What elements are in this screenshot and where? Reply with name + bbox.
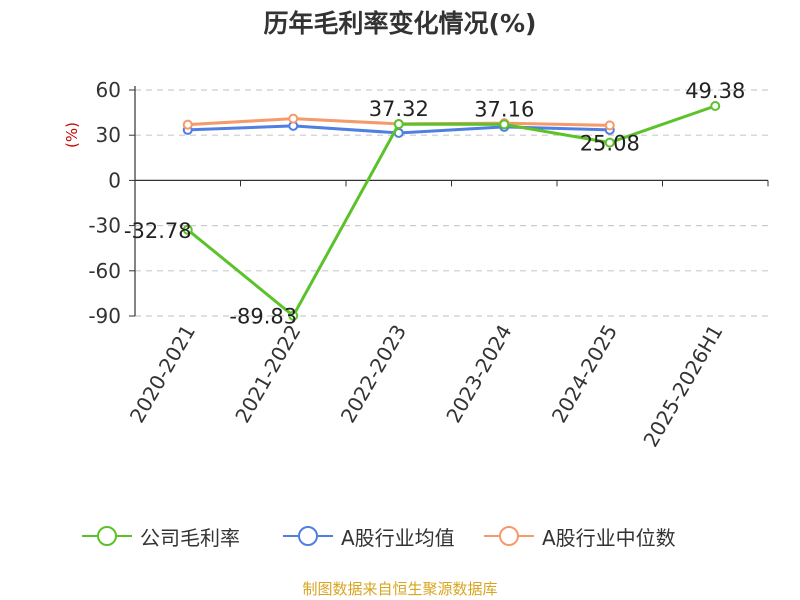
x-tick-label: 2023-2024 bbox=[441, 321, 516, 427]
legend-line-marker-icon bbox=[484, 526, 534, 546]
source-note: 制图数据来自恒生聚源数据库 bbox=[302, 580, 498, 598]
data-point bbox=[393, 119, 404, 130]
data-point bbox=[288, 310, 299, 321]
data-point bbox=[710, 101, 721, 112]
data-label: -89.83 bbox=[229, 305, 297, 329]
x-tick-label: 2024-2025 bbox=[547, 321, 622, 427]
data-label: 37.32 bbox=[369, 97, 429, 121]
x-tick-label: 2022-2023 bbox=[336, 321, 411, 427]
y-tick-label: -90 bbox=[88, 304, 121, 328]
chart-legend: 公司毛利率 A股行业均值 A股行业中位数 bbox=[0, 518, 800, 558]
data-label: 25.08 bbox=[580, 132, 640, 156]
legend-item[interactable]: A股行业中位数 bbox=[484, 518, 676, 554]
y-tick-label: 0 bbox=[108, 168, 121, 192]
legend-item[interactable]: 公司毛利率 bbox=[82, 518, 240, 554]
data-label: -32.78 bbox=[124, 219, 192, 243]
data-label: 37.16 bbox=[474, 97, 534, 121]
data-point bbox=[288, 113, 299, 124]
legend-label: A股行业中位数 bbox=[542, 525, 676, 550]
legend-item[interactable]: A股行业均值 bbox=[283, 518, 455, 554]
chart-title: 历年毛利率变化情况(%) bbox=[263, 9, 537, 38]
y-tick-label: -30 bbox=[88, 214, 121, 238]
data-point bbox=[499, 119, 510, 130]
data-point bbox=[182, 119, 193, 130]
series-line-1 bbox=[186, 104, 716, 318]
legend-line-marker-icon bbox=[283, 526, 333, 546]
data-label: 49.38 bbox=[685, 79, 745, 103]
legend-line-marker-icon bbox=[82, 526, 132, 546]
data-point bbox=[604, 120, 615, 131]
x-tick-label: 2020-2021 bbox=[125, 321, 200, 427]
y-tick-label: 60 bbox=[96, 78, 121, 102]
x-tick-label: 2025-2026H1 bbox=[638, 321, 727, 451]
y-tick-label: -60 bbox=[88, 259, 121, 283]
legend-label: A股行业均值 bbox=[341, 525, 455, 550]
legend-label: 公司毛利率 bbox=[140, 525, 240, 550]
data-point bbox=[182, 224, 193, 235]
data-point bbox=[604, 137, 615, 148]
x-tick-label: 2021-2022 bbox=[230, 321, 305, 427]
y-tick-label: 30 bbox=[96, 123, 121, 147]
